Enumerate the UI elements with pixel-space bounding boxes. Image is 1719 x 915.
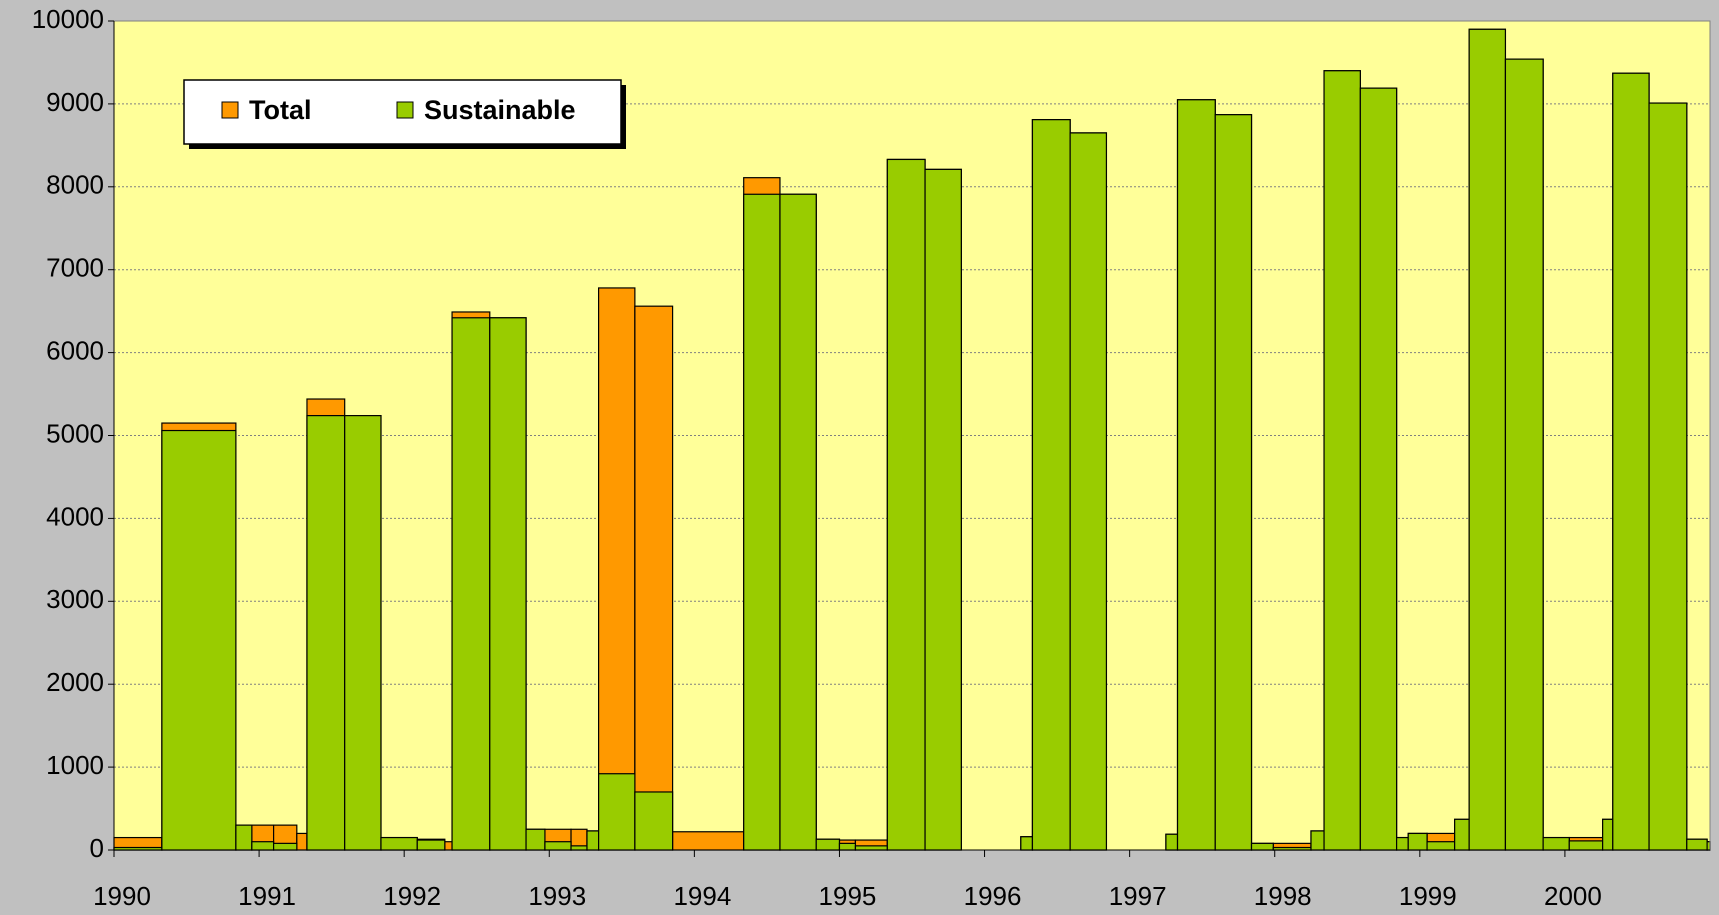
step [380,836,418,851]
legend: Total Sustainable [183,79,626,149]
x-tick-label: 1993 [528,881,586,911]
legend-label: Total [249,95,312,125]
x-tick-label: 1996 [964,881,1022,911]
step [1250,842,1274,851]
step [306,415,346,851]
step [1542,836,1570,851]
x-tick-label: 1992 [383,881,441,911]
step [1407,832,1428,851]
step [671,831,745,851]
step [854,845,888,851]
y-tick-label: 4000 [46,501,104,531]
step [344,415,382,851]
x-tick-label: 1994 [673,881,731,911]
step [1165,833,1179,851]
step [1310,830,1325,851]
step [634,791,674,851]
step [886,158,926,851]
step [1323,70,1361,851]
y-tick-label: 3000 [46,584,104,614]
x-tick-label: 2000 [1544,881,1602,911]
step [1426,841,1456,851]
step [1359,87,1398,851]
step [273,842,298,851]
step [1454,818,1470,851]
step [1020,836,1034,851]
y-tick-label: 0 [90,833,104,863]
step [1069,132,1108,851]
step [838,842,857,851]
step [161,429,237,851]
step [251,841,275,851]
step [1686,838,1708,851]
y-tick-label: 8000 [46,170,104,200]
step [598,287,636,851]
x-tick-label: 1999 [1399,881,1457,911]
y-tick-label: 9000 [46,87,104,117]
y-tick-label: 7000 [46,253,104,283]
axes: 0 1000 2000 3000 4000 5000 6000 7000 8000 9000 100… [32,4,1710,911]
step [1214,114,1253,851]
step [1602,818,1614,851]
x-tick-label: 1990 [93,881,151,911]
x-tick-label: 1991 [238,881,296,911]
step [235,824,253,851]
step [525,828,546,851]
step [1568,840,1604,851]
legend-label: Sustainable [424,95,576,125]
x-tick-label: 1997 [1109,881,1167,911]
step [586,830,600,851]
y-tick-label: 6000 [46,335,104,365]
step [489,317,527,851]
legend-swatch [221,101,239,119]
step [634,305,674,851]
step [451,317,491,851]
legend-swatch [396,101,414,119]
step [1396,836,1409,851]
step [444,841,453,851]
step [1612,72,1650,851]
x-tick-label: 1998 [1254,881,1312,911]
step [924,168,962,851]
x-tick-label: 1995 [819,881,877,911]
step [544,841,572,851]
step [815,838,841,851]
step [1648,102,1688,851]
step [1504,58,1544,851]
step [1468,28,1507,851]
y-tick-label: 1000 [46,750,104,780]
y-tick-label: 5000 [46,418,104,448]
step [416,839,446,851]
step [1031,119,1071,851]
step [570,845,588,851]
marks [113,28,1711,851]
step [1176,99,1216,851]
y-tick-label: 10000 [32,4,104,34]
step [296,832,308,851]
step [598,773,636,851]
step [743,193,781,851]
step [779,193,817,851]
series-1 [113,28,1711,851]
y-tick-label: 2000 [46,667,104,697]
